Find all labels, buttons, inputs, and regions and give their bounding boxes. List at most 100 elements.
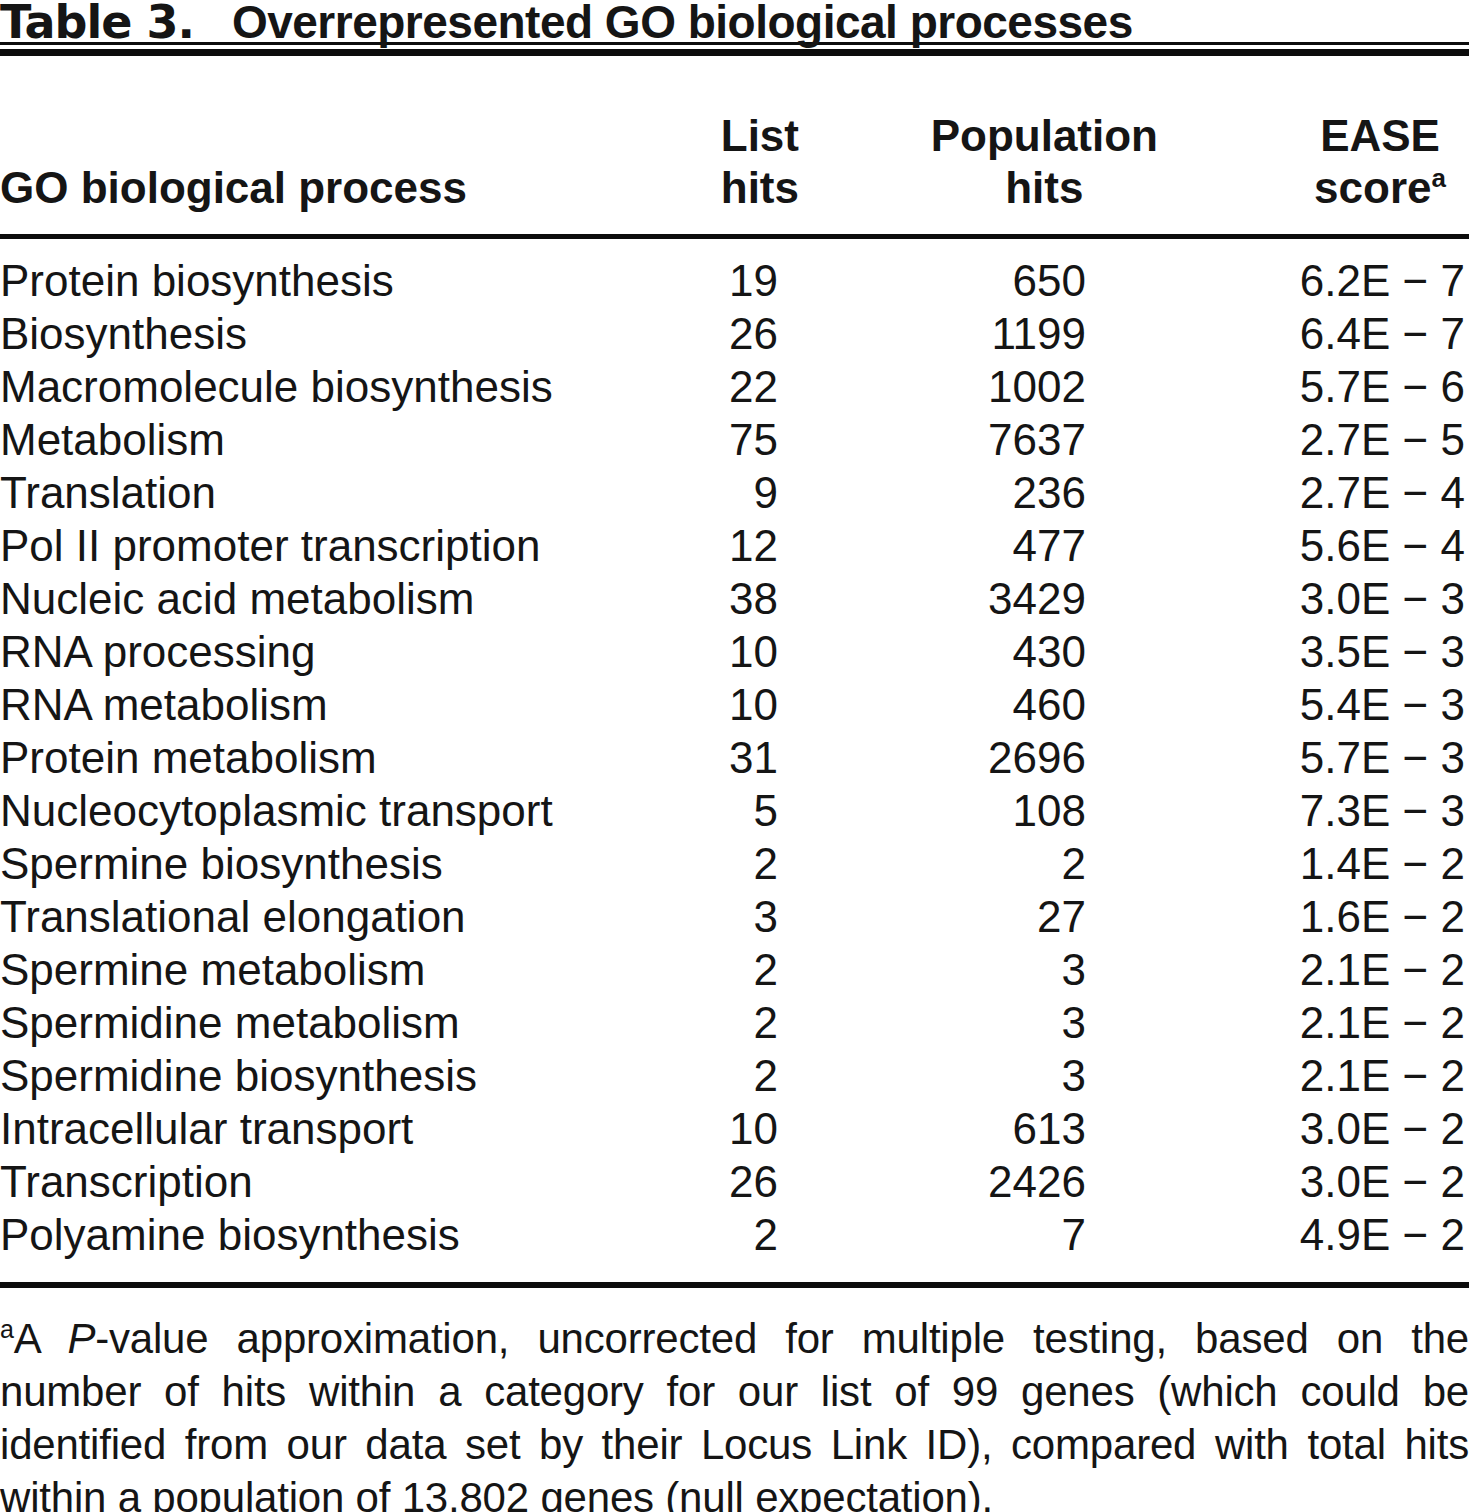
process-cell: Polyamine biosynthesis (0, 1208, 661, 1261)
list-hits-cell: 10 (661, 625, 786, 678)
ease-score-cell: 7.3E − 3 (1094, 784, 1469, 837)
process-cell: Translational elongation (0, 890, 661, 943)
list-hits-cell: 2 (661, 996, 786, 1049)
ease-score-cell: 2.1E − 2 (1094, 1049, 1469, 1102)
population-hits-cell: 3429 (786, 572, 1094, 625)
population-hits-cell: 3 (786, 1049, 1094, 1102)
table-number: Table 3. (0, 0, 194, 49)
population-hits-cell: 2696 (786, 731, 1094, 784)
population-hits-cell: 2426 (786, 1155, 1094, 1208)
col-header-ease-line2: score (1314, 163, 1431, 212)
population-hits-cell: 1199 (786, 307, 1094, 360)
footnote-lead: A (14, 1315, 68, 1362)
population-hits-cell: 7 (786, 1208, 1094, 1261)
table-row: Metabolism7576372.7E − 5 (0, 413, 1469, 466)
list-hits-cell: 10 (661, 1102, 786, 1155)
ease-score-cell: 6.2E − 7 (1094, 237, 1469, 308)
list-hits-cell: 22 (661, 360, 786, 413)
table-row: Polyamine biosynthesis274.9E − 2 (0, 1208, 1469, 1261)
list-hits-cell: 12 (661, 519, 786, 572)
list-hits-cell: 3 (661, 890, 786, 943)
process-cell: Protein biosynthesis (0, 237, 661, 308)
header-row: GO biological process Listhits Populatio… (0, 56, 1469, 237)
col-header-population-hits: Populationhits (786, 56, 1094, 237)
population-hits-cell: 3 (786, 943, 1094, 996)
col-header-list-line2: hits (721, 163, 799, 212)
ease-score-cell: 5.4E − 3 (1094, 678, 1469, 731)
process-cell: Nucleocytoplasmic transport (0, 784, 661, 837)
population-hits-cell: 236 (786, 466, 1094, 519)
process-cell: Macromolecule biosynthesis (0, 360, 661, 413)
ease-score-cell: 1.6E − 2 (1094, 890, 1469, 943)
col-header-list-hits: Listhits (661, 56, 786, 237)
table-row: Spermidine metabolism232.1E − 2 (0, 996, 1469, 1049)
table-row: Biosynthesis2611996.4E − 7 (0, 307, 1469, 360)
ease-score-cell: 2.1E − 2 (1094, 943, 1469, 996)
list-hits-cell: 19 (661, 237, 786, 308)
table-row: Translation92362.7E − 4 (0, 466, 1469, 519)
ease-score-cell: 3.0E − 3 (1094, 572, 1469, 625)
go-processes-table: GO biological process Listhits Populatio… (0, 56, 1469, 1261)
ease-score-cell: 5.6E − 4 (1094, 519, 1469, 572)
ease-score-cell: 4.9E − 2 (1094, 1208, 1469, 1261)
table-row: Transcription2624263.0E − 2 (0, 1155, 1469, 1208)
footnote-pvalue-italic: P (67, 1315, 95, 1362)
population-hits-cell: 650 (786, 237, 1094, 308)
ease-score-cell: 2.1E − 2 (1094, 996, 1469, 1049)
table-row: Spermine biosynthesis221.4E − 2 (0, 837, 1469, 890)
table-row: Intracellular transport106133.0E − 2 (0, 1102, 1469, 1155)
population-hits-cell: 108 (786, 784, 1094, 837)
table-row: RNA metabolism104605.4E − 3 (0, 678, 1469, 731)
caption-rule-thick (0, 49, 1469, 56)
table-row: Pol II promoter transcription124775.6E −… (0, 519, 1469, 572)
population-hits-cell: 7637 (786, 413, 1094, 466)
process-cell: Intracellular transport (0, 1102, 661, 1155)
table-row: Translational elongation3271.6E − 2 (0, 890, 1469, 943)
population-hits-cell: 1002 (786, 360, 1094, 413)
process-cell: Nucleic acid metabolism (0, 572, 661, 625)
paper-table-page: Table 3.Overrepresented GO biological pr… (0, 0, 1469, 1512)
list-hits-cell: 10 (661, 678, 786, 731)
ease-score-cell: 3.0E − 2 (1094, 1155, 1469, 1208)
ease-score-cell: 2.7E − 4 (1094, 466, 1469, 519)
table-row: Spermidine biosynthesis232.1E − 2 (0, 1049, 1469, 1102)
ease-score-cell: 3.0E − 2 (1094, 1102, 1469, 1155)
table-row: Macromolecule biosynthesis2210025.7E − 6 (0, 360, 1469, 413)
process-cell: Spermidine biosynthesis (0, 1049, 661, 1102)
list-hits-cell: 26 (661, 307, 786, 360)
col-header-process: GO biological process (0, 56, 661, 237)
ease-score-cell: 3.5E − 3 (1094, 625, 1469, 678)
population-hits-cell: 613 (786, 1102, 1094, 1155)
col-header-list-line1: List (721, 111, 799, 160)
ease-score-cell: 5.7E − 3 (1094, 731, 1469, 784)
list-hits-cell: 2 (661, 943, 786, 996)
list-hits-cell: 2 (661, 837, 786, 890)
list-hits-cell: 75 (661, 413, 786, 466)
table-row: Protein metabolism3126965.7E − 3 (0, 731, 1469, 784)
table-row: Nucleic acid metabolism3834293.0E − 3 (0, 572, 1469, 625)
list-hits-cell: 9 (661, 466, 786, 519)
population-hits-cell: 460 (786, 678, 1094, 731)
table-row: RNA processing104303.5E − 3 (0, 625, 1469, 678)
process-cell: Spermidine metabolism (0, 996, 661, 1049)
footnote: aA P-value approximation, uncorrected fo… (0, 1312, 1469, 1512)
process-cell: Spermine metabolism (0, 943, 661, 996)
col-header-population-line1: Population (931, 111, 1158, 160)
process-cell: Translation (0, 466, 661, 519)
process-cell: Transcription (0, 1155, 661, 1208)
list-hits-cell: 5 (661, 784, 786, 837)
list-hits-cell: 38 (661, 572, 786, 625)
process-cell: RNA processing (0, 625, 661, 678)
list-hits-cell: 2 (661, 1208, 786, 1261)
ease-score-cell: 1.4E − 2 (1094, 837, 1469, 890)
process-cell: Spermine biosynthesis (0, 837, 661, 890)
list-hits-cell: 2 (661, 1049, 786, 1102)
ease-score-cell: 6.4E − 7 (1094, 307, 1469, 360)
footnote-marker: a (0, 1315, 14, 1343)
list-hits-cell: 26 (661, 1155, 786, 1208)
ease-score-cell: 2.7E − 5 (1094, 413, 1469, 466)
process-cell: RNA metabolism (0, 678, 661, 731)
population-hits-cell: 2 (786, 837, 1094, 890)
col-header-population-line2: hits (1005, 163, 1083, 212)
table-row: Protein biosynthesis196506.2E − 7 (0, 237, 1469, 308)
